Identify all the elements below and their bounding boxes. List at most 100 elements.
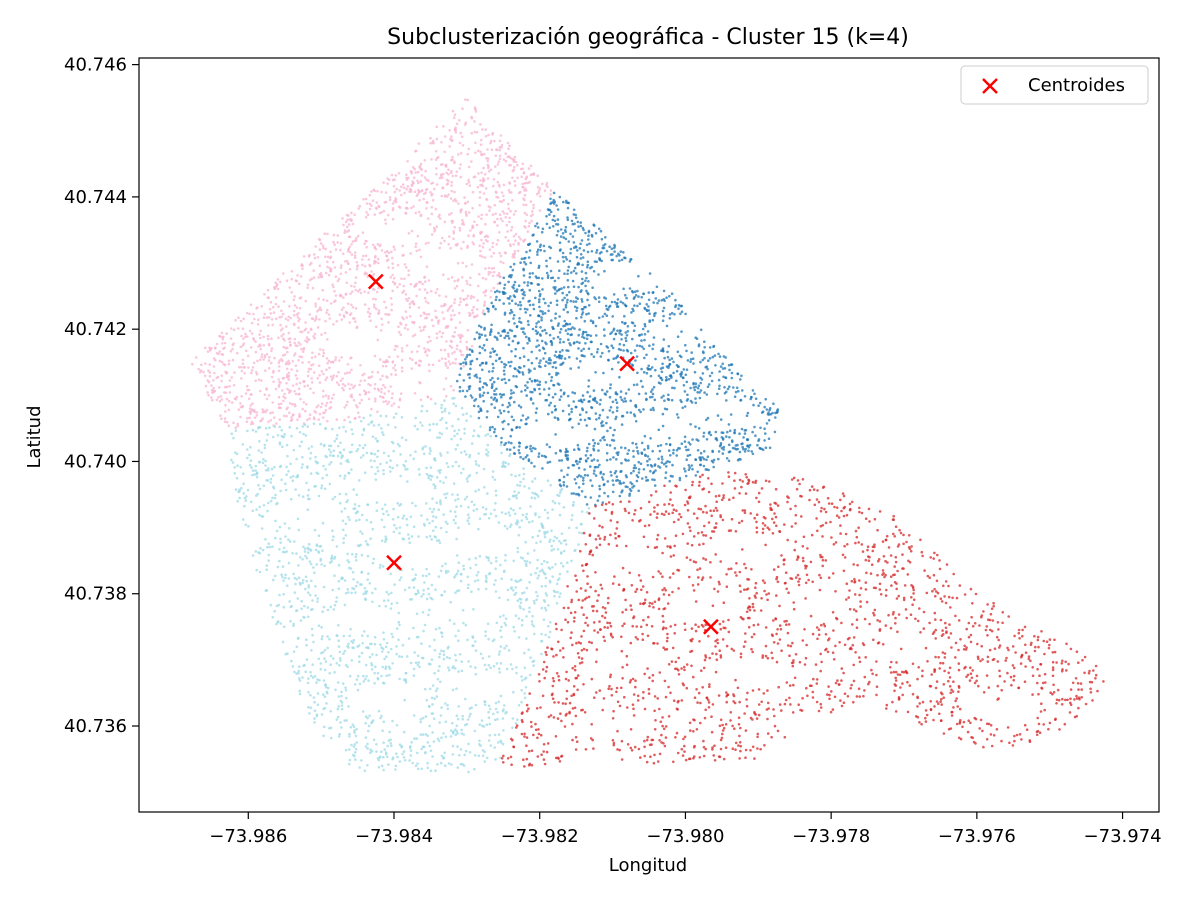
data-point	[427, 363, 431, 367]
data-point	[455, 537, 458, 541]
data-point	[508, 404, 512, 407]
data-point	[651, 291, 655, 295]
data-point	[692, 362, 695, 365]
data-point	[223, 420, 227, 424]
data-point	[584, 454, 588, 457]
data-point	[702, 351, 705, 355]
data-point	[318, 248, 322, 251]
data-point	[460, 276, 464, 279]
data-point	[293, 295, 296, 298]
data-point	[596, 499, 600, 502]
data-point	[668, 479, 671, 483]
data-point	[468, 474, 472, 477]
data-point	[507, 410, 510, 414]
data-point	[604, 304, 608, 308]
data-point	[557, 355, 561, 359]
data-point	[625, 411, 629, 414]
data-point	[459, 748, 463, 751]
data-point	[455, 505, 458, 509]
data-point	[564, 303, 568, 307]
data-point	[739, 378, 742, 381]
data-point	[521, 679, 524, 682]
data-point	[416, 234, 420, 238]
data-point	[630, 311, 633, 314]
data-point	[594, 474, 598, 477]
data-point	[717, 450, 721, 453]
data-point	[264, 464, 267, 467]
data-point	[434, 402, 437, 405]
data-point	[468, 387, 471, 391]
data-point	[611, 253, 614, 256]
data-point	[459, 350, 463, 353]
data-point	[240, 334, 243, 338]
data-point	[326, 260, 329, 264]
data-point	[419, 314, 423, 318]
data-point	[573, 478, 577, 481]
data-point	[586, 250, 590, 254]
data-point	[449, 729, 453, 732]
data-point	[367, 258, 371, 261]
data-point	[319, 308, 323, 312]
data-point	[558, 331, 562, 334]
data-point	[323, 564, 326, 568]
data-point	[491, 274, 495, 278]
data-point	[368, 263, 371, 267]
data-point	[671, 475, 674, 478]
data-point	[448, 305, 452, 309]
data-point	[337, 370, 340, 374]
data-point	[599, 355, 603, 358]
data-point	[500, 441, 503, 444]
data-point	[317, 534, 321, 537]
data-point	[451, 174, 455, 178]
data-point	[385, 254, 388, 258]
data-point	[578, 247, 582, 250]
data-point	[438, 471, 442, 475]
data-point	[512, 391, 515, 395]
data-point	[628, 260, 632, 263]
data-point	[614, 332, 617, 336]
data-point	[507, 202, 510, 206]
data-point	[263, 446, 267, 450]
data-point	[268, 366, 271, 370]
data-point	[321, 288, 325, 292]
data-point	[599, 398, 602, 402]
scatter-points	[191, 98, 1105, 774]
data-point	[298, 317, 301, 321]
data-point	[282, 300, 286, 303]
data-point	[340, 694, 343, 698]
data-point	[743, 432, 747, 435]
data-point	[453, 331, 457, 334]
data-point	[553, 279, 557, 283]
data-point	[512, 235, 516, 238]
data-point	[504, 624, 508, 627]
data-point	[297, 677, 301, 680]
data-point	[657, 374, 661, 378]
data-point	[738, 432, 741, 436]
data-point	[674, 304, 678, 307]
data-point	[275, 284, 279, 288]
data-point	[373, 354, 377, 358]
data-point	[569, 417, 572, 421]
data-point	[276, 287, 280, 291]
data-point	[442, 388, 446, 391]
data-point	[485, 723, 489, 726]
data-point	[487, 273, 491, 276]
data-point	[656, 444, 660, 448]
data-point	[317, 404, 320, 407]
data-point	[477, 435, 481, 438]
data-point	[494, 514, 498, 518]
data-point	[540, 316, 543, 319]
data-point	[477, 410, 481, 414]
data-point	[533, 465, 536, 468]
data-point	[523, 193, 527, 197]
data-point	[277, 385, 281, 388]
data-point	[590, 352, 593, 356]
data-point	[529, 214, 533, 218]
data-point	[602, 371, 605, 375]
data-point	[577, 447, 580, 450]
data-point	[244, 332, 247, 336]
data-point	[280, 334, 283, 338]
data-point	[472, 608, 475, 611]
data-point	[488, 426, 492, 429]
data-point	[382, 360, 385, 364]
